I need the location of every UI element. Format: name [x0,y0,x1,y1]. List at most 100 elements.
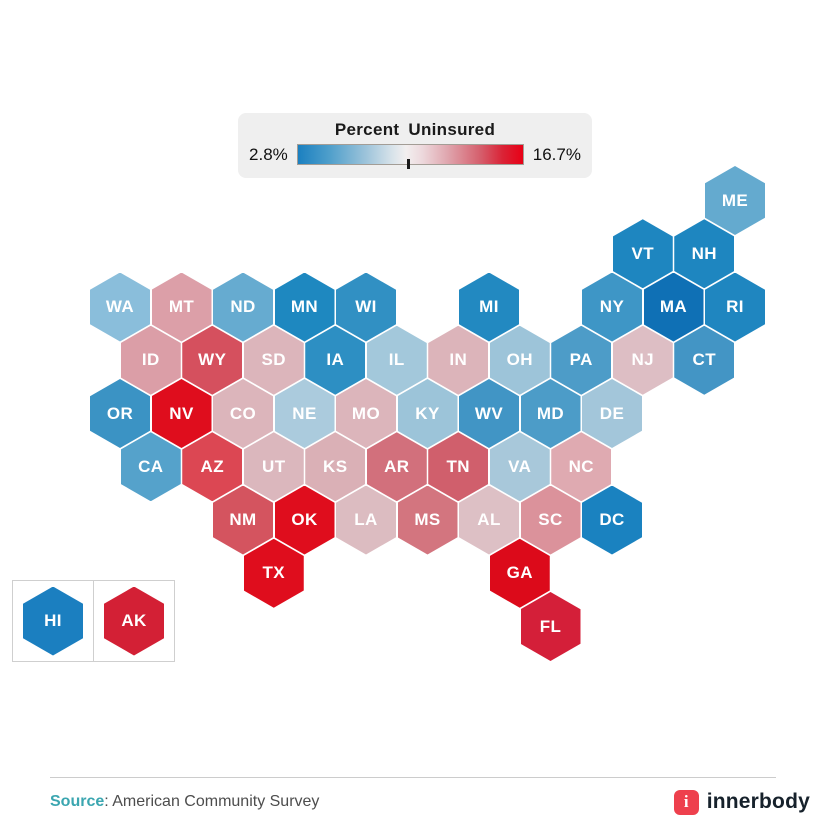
state-hex-tx: TX [243,538,304,608]
state-hex-nj: NJ [612,325,673,395]
state-label: CT [692,350,716,370]
state-hex-il: IL [366,325,427,395]
state-label: AL [477,510,501,529]
state-label: DE [599,403,625,423]
state-label: HI [44,611,62,630]
state-hex-az: AZ [182,432,243,502]
state-hex-mi: MI [459,272,519,342]
footer-divider [50,777,776,778]
state-hex-mt: MT [151,272,212,342]
state-hex-hi: HI [23,586,83,656]
state-hex-me: ME [705,166,765,235]
state-hex-ca: CA [120,432,181,502]
state-hex-ne: NE [274,379,335,448]
state-label: MD [536,403,565,423]
state-label: GA [506,563,533,583]
state-hex-ok: OK [274,485,335,555]
state-label: AR [384,456,410,476]
state-hex-nc: NC [551,432,612,502]
state-label: FL [539,616,562,636]
state-hex-wv: WV [459,379,519,448]
state-label: MS [414,510,441,529]
state-hex-va: VA [489,432,550,502]
state-label: NM [229,510,257,529]
footer: Source: American Community Survey i inne… [50,786,810,818]
state-label: OR [106,403,134,423]
state-label: IL [388,350,405,370]
state-label: VA [508,456,532,476]
state-label: DC [599,510,625,529]
state-label: RI [726,297,744,316]
state-hex-md: MD [520,379,581,448]
state-label: NV [169,403,194,423]
state-hex-pa: PA [551,325,612,395]
state-label: VT [631,243,655,263]
state-hex-wa: WA [90,272,150,342]
state-label: ME [721,190,749,210]
state-label: NC [568,456,594,476]
legend-gradient-bar [296,144,524,169]
state-hex-sd: SD [243,325,304,395]
state-label: CO [229,403,257,423]
state-label: AK [121,611,147,630]
state-hex-sc: SC [520,485,581,555]
state-hex-ar: AR [366,432,427,502]
state-hex-de: DE [582,379,642,448]
inset-hi-ak: HI AK [12,580,175,662]
brand-logo: i innerbody [673,789,810,815]
state-hex-nv: NV [151,379,212,448]
state-hex-ms: MS [397,485,458,555]
state-label: KS [323,456,348,476]
source-text: : American Community Survey [104,793,320,810]
state-label: PA [569,350,593,370]
state-label: MO [351,403,381,423]
state-hex-ri: RI [705,272,765,342]
state-hex-mn: MN [274,272,335,342]
state-hex-oh: OH [489,325,550,395]
state-label: IN [449,350,468,370]
legend-min-label: 2.8% [249,144,288,164]
state-label: MI [479,297,499,316]
inset-cell-ak: AK [93,580,175,662]
state-hex-wy: WY [182,325,243,395]
state-label: ND [230,297,256,316]
state-hex-tn: TN [428,432,489,502]
state-label: WY [198,350,227,370]
state-label: MA [659,297,688,316]
state-label: SC [538,510,563,529]
state-label: WA [105,297,135,316]
state-hex-nd: ND [213,272,273,342]
innerbody-icon: i [673,789,699,815]
state-label: OK [291,510,318,529]
state-hex-fl: FL [520,592,581,661]
state-label: MT [168,297,195,316]
state-hex-nm: NM [213,485,273,555]
state-label: NH [691,243,717,263]
legend-scale-row: 2.8% 16.7% [238,144,592,169]
state-label: TN [446,456,470,476]
legend-title: Percent Uninsured [334,120,496,139]
source-attribution: Source: American Community Survey [50,793,319,811]
state-label: NY [599,297,625,316]
state-label: AZ [200,456,224,476]
legend-max-label: 16.7% [532,144,581,164]
state-hex-ks: KS [305,432,366,502]
state-label: OH [506,350,533,370]
state-label: ID [141,350,160,370]
state-label: SD [261,350,286,370]
state-hex-mo: MO [336,379,396,448]
state-label: NJ [631,350,655,370]
state-hex-dc: DC [582,485,642,555]
state-hex-al: AL [459,485,519,555]
state-label: MN [290,297,319,316]
state-hex-ia: IA [305,325,366,395]
state-hex-ny: NY [582,272,642,342]
state-hex-wi: WI [336,272,396,342]
inset-cell-hi: HI [12,580,94,662]
state-label: WV [474,403,504,423]
state-hex-la: LA [336,485,396,555]
state-hex-ga: GA [489,538,550,608]
state-label: TX [262,563,286,583]
